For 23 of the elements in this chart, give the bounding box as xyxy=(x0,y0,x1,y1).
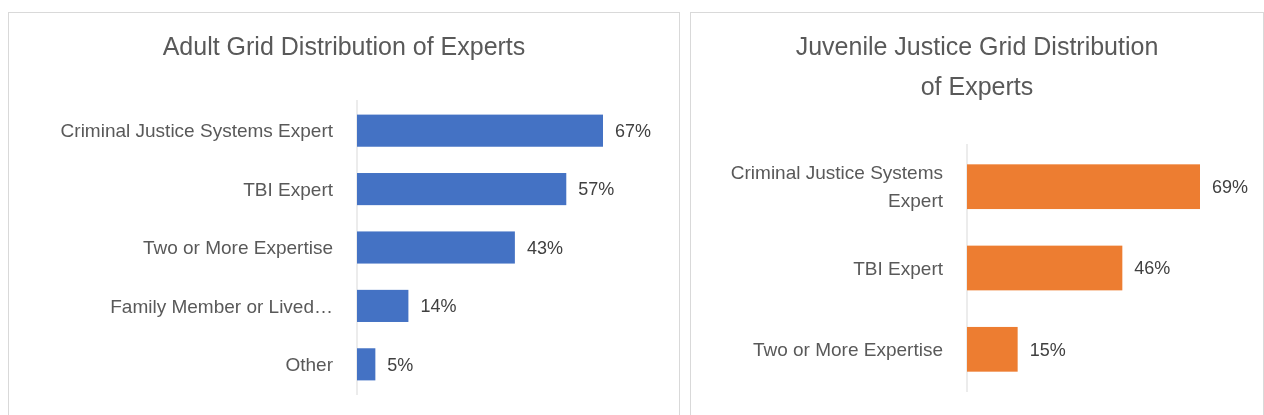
bar xyxy=(357,173,567,206)
y-tick-label: Other xyxy=(285,353,334,375)
chart-title: Adult Grid Distribution of Experts xyxy=(162,32,526,60)
data-label: 14% xyxy=(420,296,457,317)
bar xyxy=(357,289,409,322)
y-tick-label: Two or More Expertise xyxy=(752,338,943,360)
data-label: 5% xyxy=(387,354,414,375)
bar xyxy=(357,348,376,381)
data-label: 43% xyxy=(526,237,563,258)
y-tick-label: TBI Expert xyxy=(853,257,944,279)
y-tick-label: Criminal Justice Systems Expert xyxy=(730,162,944,212)
data-label: 46% xyxy=(1134,258,1171,279)
data-label: 67% xyxy=(615,120,652,141)
chart-title: Juvenile Justice Grid Distribution of Experts xyxy=(795,32,1159,100)
data-label: 57% xyxy=(578,179,615,200)
y-tick-label: Criminal Justice Systems Expert xyxy=(60,120,334,142)
bar xyxy=(357,114,603,147)
data-label: 15% xyxy=(1029,339,1066,360)
y-tick-label: Two or More Expertise xyxy=(142,237,333,259)
bar xyxy=(357,231,515,264)
data-label: 69% xyxy=(1212,176,1249,197)
y-tick-label: TBI Expert xyxy=(243,178,334,200)
y-tick-label: Family Member or Lived… xyxy=(110,295,333,317)
